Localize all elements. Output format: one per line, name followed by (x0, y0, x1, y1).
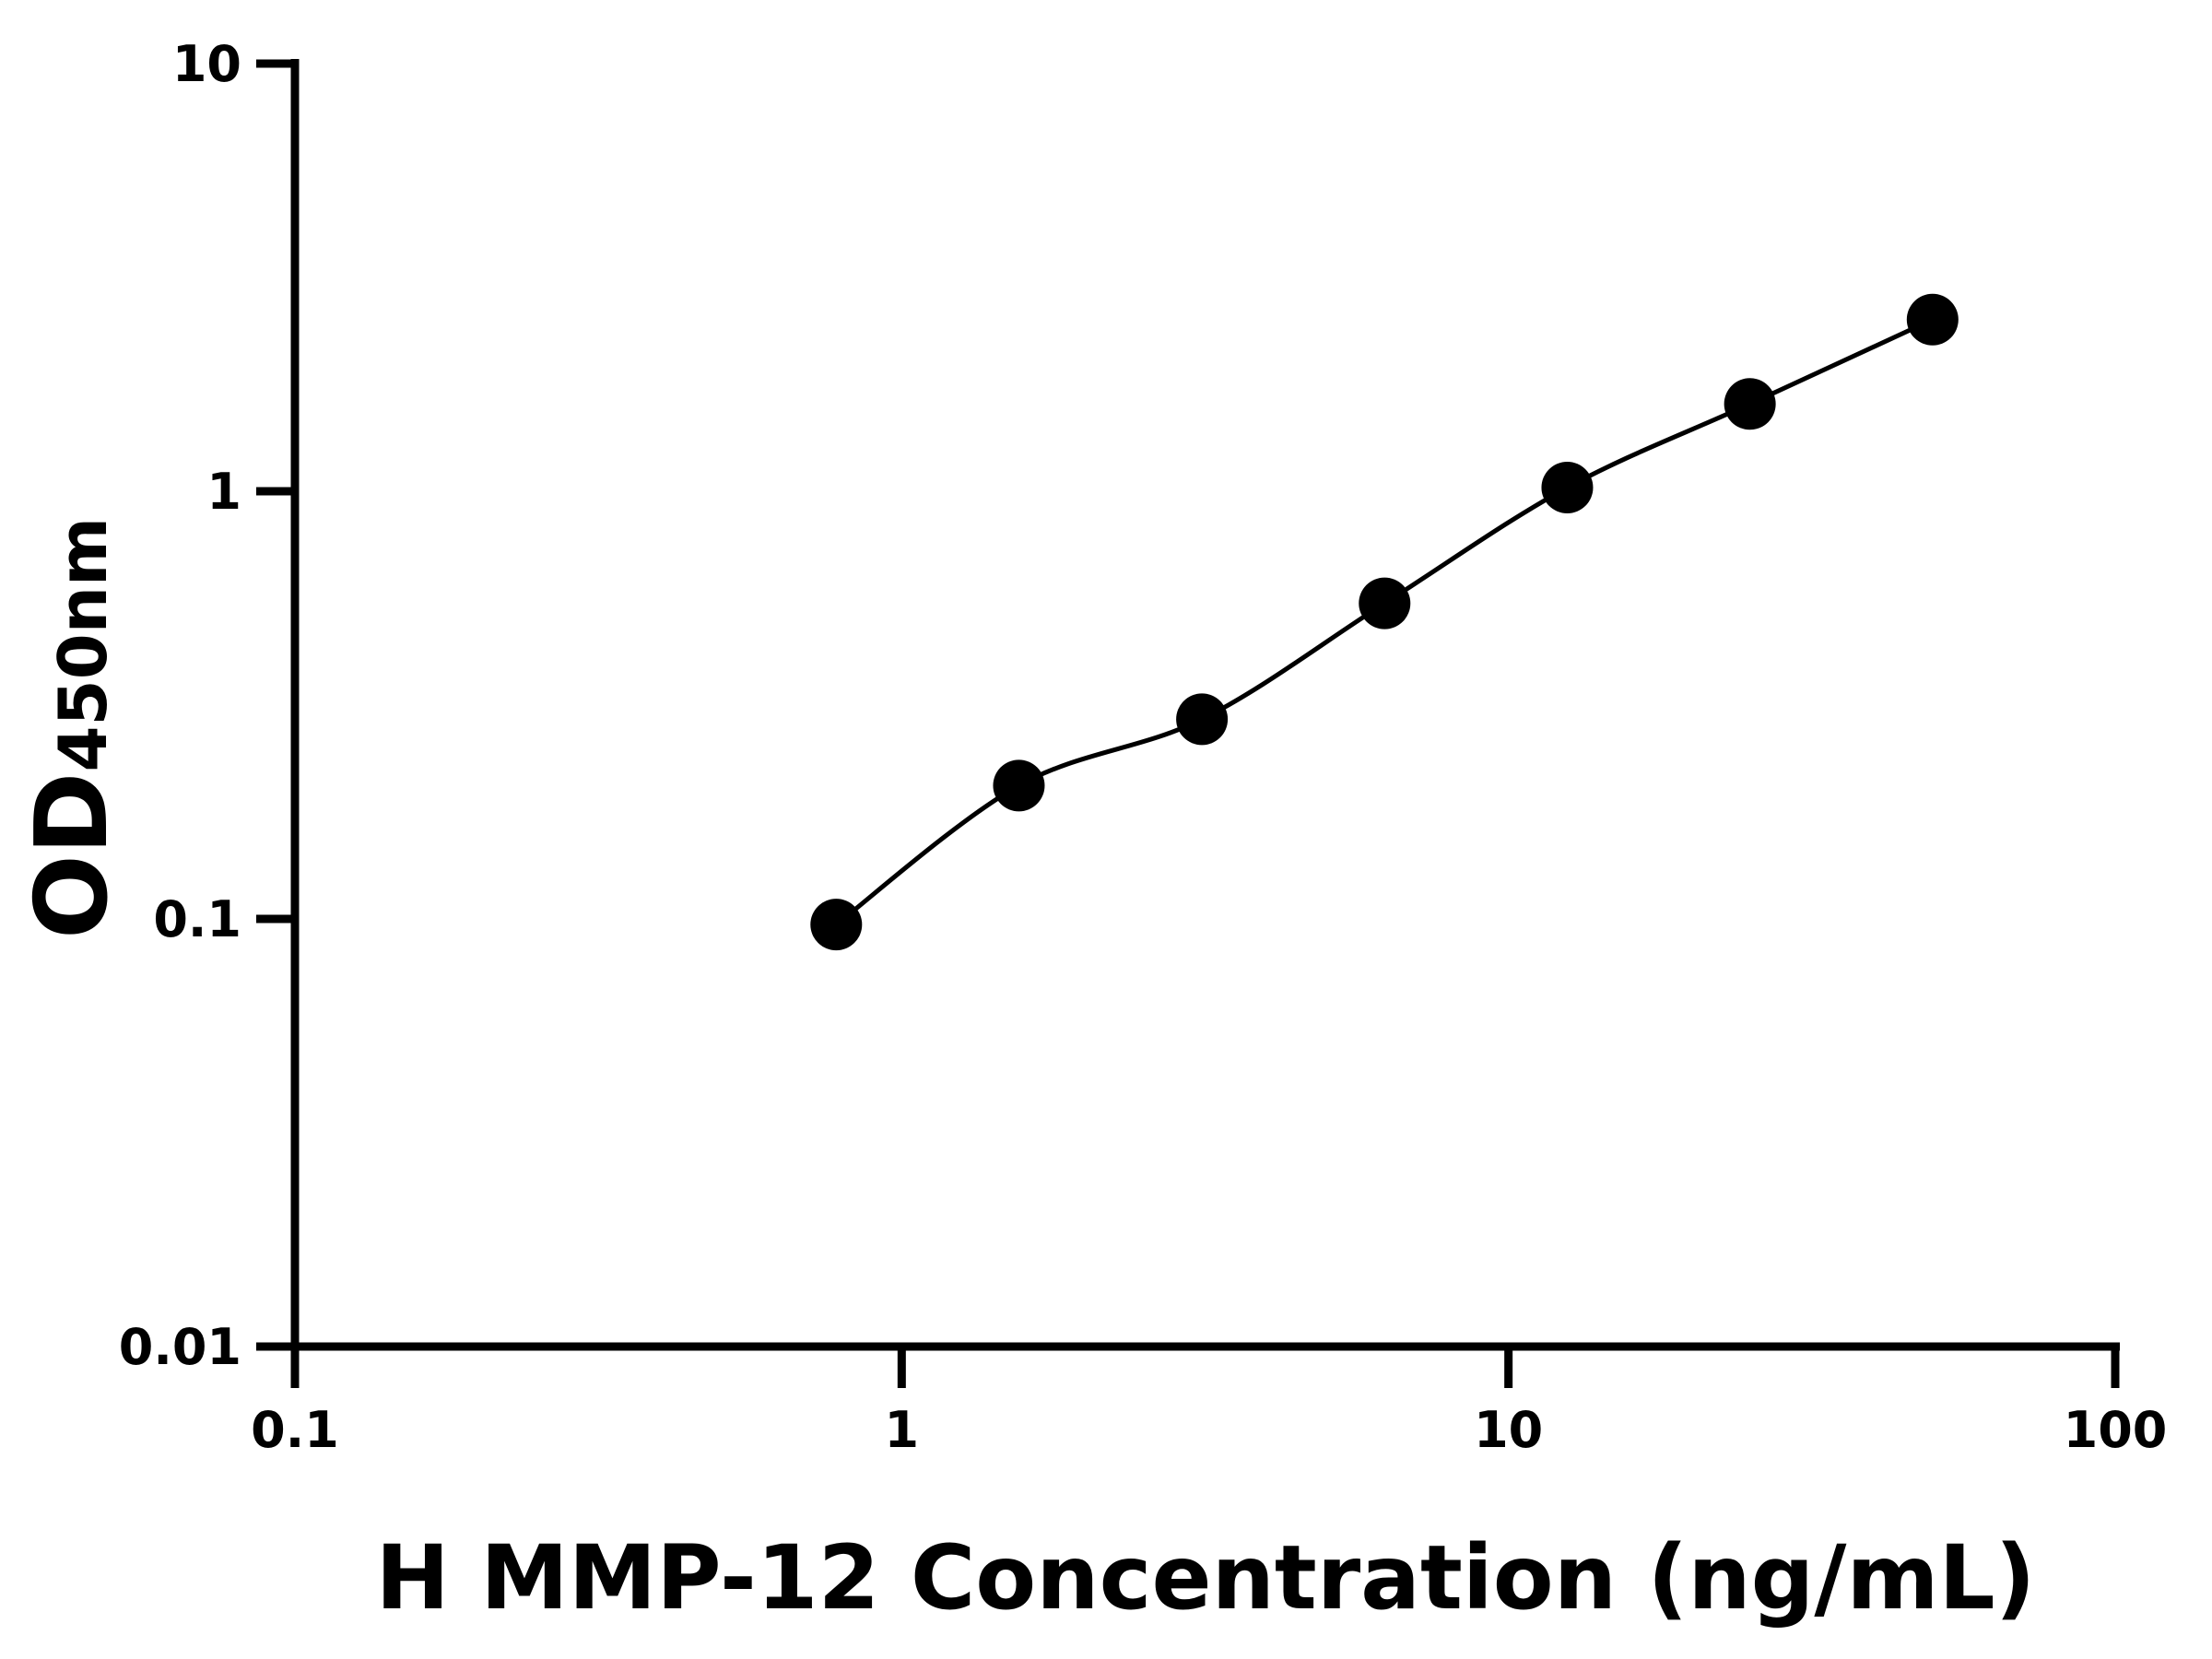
data-point (810, 899, 863, 951)
y-tick-label: 0.01 (119, 1318, 241, 1376)
data-point (1724, 378, 1776, 430)
y-axis-title: OD450nm (15, 517, 130, 939)
y-tick-label: 10 (172, 35, 241, 93)
data-point (993, 759, 1045, 812)
x-tick-label: 0.1 (251, 1401, 339, 1459)
data-point (1176, 693, 1229, 746)
y-axis-title-main: OD (15, 772, 130, 939)
x-tick-label: 10 (1474, 1401, 1543, 1459)
data-point (1541, 462, 1594, 514)
x-tick-label: 1 (885, 1401, 920, 1459)
data-point (1359, 577, 1411, 629)
y-tick-label: 0.1 (153, 890, 241, 948)
x-tick-label: 100 (2064, 1401, 2168, 1459)
data-point (1906, 293, 1959, 346)
y-axis-title-sub: 450nm (44, 517, 122, 772)
x-axis-title: H MMP-12 Concentration (ng/mL) (375, 1526, 2035, 1630)
y-tick-label: 1 (206, 463, 241, 521)
